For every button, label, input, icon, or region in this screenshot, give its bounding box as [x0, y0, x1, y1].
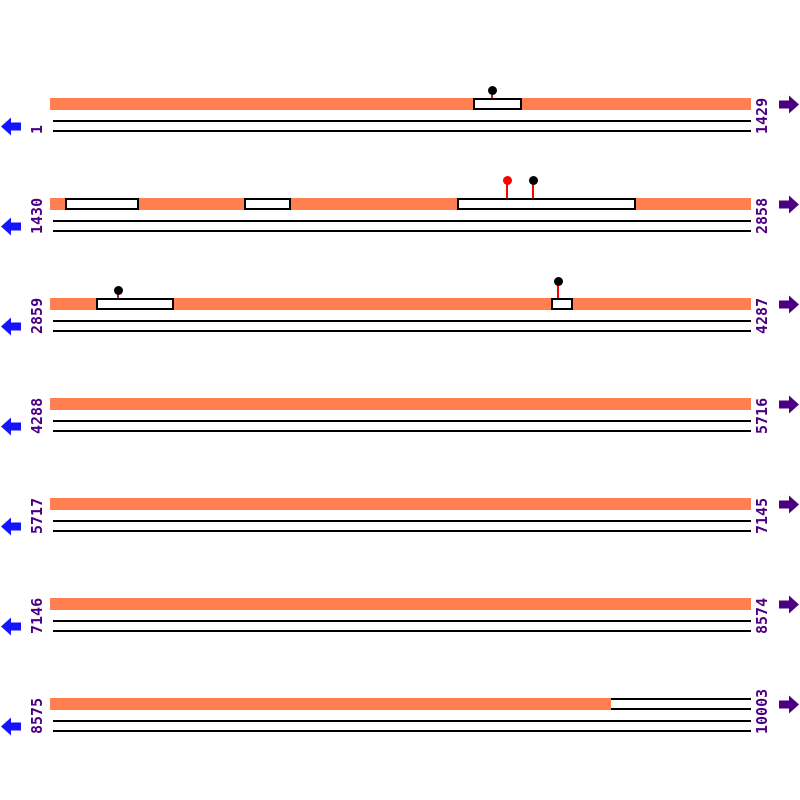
pin-head-icon — [487, 85, 497, 95]
row-start-coordinate: 2859 — [28, 297, 46, 334]
scroll-right-arrow-icon[interactable] — [779, 295, 799, 314]
scroll-left-arrow-icon[interactable] — [1, 717, 21, 736]
scroll-left-arrow-icon[interactable] — [1, 517, 21, 536]
scroll-right-arrow-icon[interactable] — [779, 495, 799, 514]
scroll-right-arrow-icon[interactable] — [779, 95, 799, 114]
scroll-right-arrow-icon[interactable] — [779, 595, 799, 614]
row-start-coordinate: 8575 — [28, 697, 46, 734]
feature-box — [551, 298, 573, 310]
sequence-bar — [50, 498, 751, 510]
strand-line — [53, 330, 751, 332]
row-end-coordinate: 5716 — [753, 397, 771, 434]
scroll-right-arrow-icon[interactable] — [779, 695, 799, 714]
row-end-coordinate: 8574 — [753, 597, 771, 634]
pin-head-icon — [553, 276, 563, 286]
bar-outline-bottom — [611, 708, 751, 710]
pin-stem — [532, 183, 534, 198]
feature-box — [65, 198, 139, 210]
pin-stem — [557, 284, 559, 298]
row-end-coordinate: 1429 — [753, 97, 771, 134]
scroll-left-arrow-icon[interactable] — [1, 217, 21, 236]
strand-line — [53, 730, 751, 732]
scroll-left-arrow-icon[interactable] — [1, 317, 21, 336]
strand-line — [53, 420, 751, 422]
row-start-coordinate: 1430 — [28, 197, 46, 234]
strand-line — [53, 620, 751, 622]
strand-line — [53, 130, 751, 132]
row-start-coordinate: 4288 — [28, 397, 46, 434]
pin-stem — [506, 183, 508, 198]
strand-line — [53, 530, 751, 532]
feature-box — [473, 98, 522, 110]
row-start-coordinate: 1 — [28, 124, 46, 134]
strand-line — [53, 230, 751, 232]
strand-line — [53, 320, 751, 322]
strand-line — [53, 520, 751, 522]
sequence-bar — [50, 698, 611, 710]
sequence-bar — [50, 398, 751, 410]
row-start-coordinate: 5717 — [28, 497, 46, 534]
pin-stem — [491, 93, 493, 98]
strand-line — [53, 120, 751, 122]
row-end-coordinate: 7145 — [753, 497, 771, 534]
feature-box — [244, 198, 291, 210]
scroll-left-arrow-icon[interactable] — [1, 417, 21, 436]
scroll-right-arrow-icon[interactable] — [779, 195, 799, 214]
scroll-right-arrow-icon[interactable] — [779, 395, 799, 414]
scroll-left-arrow-icon[interactable] — [1, 617, 21, 636]
sequence-bar — [50, 298, 751, 310]
strand-line — [53, 720, 751, 722]
pin-head-icon — [528, 175, 538, 185]
bar-outline-top — [611, 698, 751, 700]
sequence-bar — [50, 598, 751, 610]
pin-stem — [117, 293, 119, 298]
feature-box — [457, 198, 636, 210]
sequence-bar — [50, 198, 751, 210]
strand-line — [53, 630, 751, 632]
row-start-coordinate: 7146 — [28, 597, 46, 634]
row-end-coordinate: 2858 — [753, 197, 771, 234]
feature-box — [96, 298, 174, 310]
row-end-coordinate: 10003 — [753, 688, 771, 734]
strand-line — [53, 220, 751, 222]
pin-head-icon — [502, 175, 512, 185]
sequence-bar — [50, 98, 751, 110]
row-end-coordinate: 4287 — [753, 297, 771, 334]
strand-line — [53, 430, 751, 432]
pin-head-icon — [113, 285, 123, 295]
scroll-left-arrow-icon[interactable] — [1, 117, 21, 136]
